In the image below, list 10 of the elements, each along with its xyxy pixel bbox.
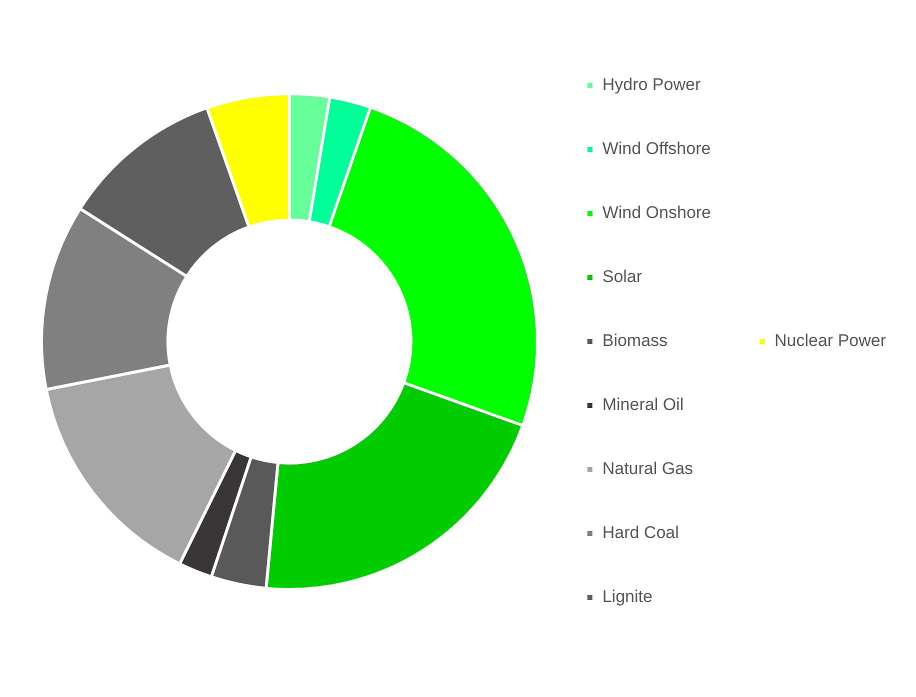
legend-label: Wind Onshore bbox=[602, 203, 712, 222]
legend-label: Hard Coal bbox=[602, 523, 679, 542]
legend-label: Natural Gas bbox=[602, 459, 694, 478]
legend-label: Solar bbox=[602, 267, 642, 286]
legend-label: Mineral Oil bbox=[602, 395, 684, 414]
legend-label: Biomass bbox=[602, 331, 668, 350]
legend-label: Lignite bbox=[602, 587, 652, 606]
legend-label: Hydro Power bbox=[602, 75, 701, 94]
legend-label: Wind Offshore bbox=[602, 139, 711, 158]
legend-label: Nuclear Power bbox=[774, 331, 886, 350]
